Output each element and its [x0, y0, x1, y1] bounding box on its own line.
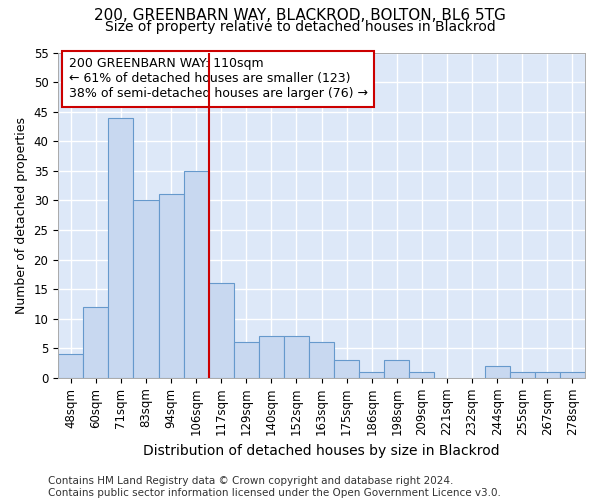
Text: 200 GREENBARN WAY: 110sqm
← 61% of detached houses are smaller (123)
38% of semi: 200 GREENBARN WAY: 110sqm ← 61% of detac… [68, 58, 368, 100]
Bar [309, 342, 334, 378]
Text: Contains HM Land Registry data © Crown copyright and database right 2024.
Contai: Contains HM Land Registry data © Crown c… [48, 476, 501, 498]
Bar [58, 354, 83, 378]
Text: 200, GREENBARN WAY, BLACKROD, BOLTON, BL6 5TG: 200, GREENBARN WAY, BLACKROD, BOLTON, BL… [94, 8, 506, 22]
Bar [560, 372, 585, 378]
Bar [259, 336, 284, 378]
Bar [384, 360, 409, 378]
Bar [334, 360, 359, 378]
Text: Size of property relative to detached houses in Blackrod: Size of property relative to detached ho… [104, 20, 496, 34]
Bar [510, 372, 535, 378]
Bar [83, 307, 109, 378]
Bar [184, 171, 209, 378]
Bar [133, 200, 158, 378]
Bar [535, 372, 560, 378]
Bar [158, 194, 184, 378]
X-axis label: Distribution of detached houses by size in Blackrod: Distribution of detached houses by size … [143, 444, 500, 458]
Bar [109, 118, 133, 378]
Bar [284, 336, 309, 378]
Bar [409, 372, 434, 378]
Y-axis label: Number of detached properties: Number of detached properties [15, 116, 28, 314]
Bar [209, 283, 234, 378]
Bar [234, 342, 259, 378]
Bar [485, 366, 510, 378]
Bar [359, 372, 384, 378]
